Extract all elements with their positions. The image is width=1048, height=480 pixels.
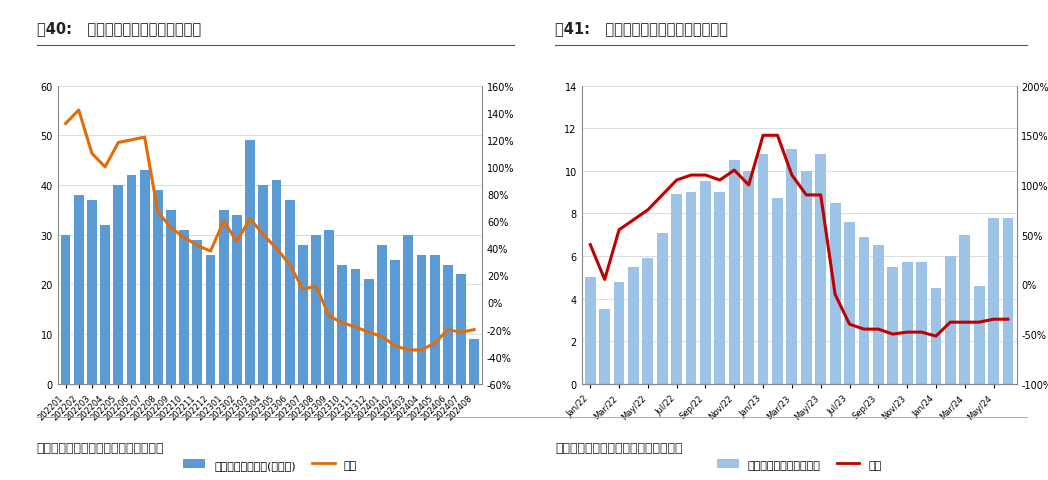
Bar [830, 204, 840, 384]
Bar [87, 201, 96, 384]
Bar [988, 218, 999, 384]
Bar [715, 192, 725, 384]
Bar [73, 195, 84, 384]
Legend: 逆变器出口额（亿美元）, 同比: 逆变器出口额（亿美元）, 同比 [713, 455, 886, 474]
Bar [657, 233, 668, 384]
Bar [642, 259, 653, 384]
Legend: 月度组件出口金额(亿美元), 同比: 月度组件出口金额(亿美元), 同比 [178, 455, 362, 474]
Bar [193, 240, 202, 384]
Bar [153, 191, 162, 384]
Bar [219, 210, 228, 384]
Bar [351, 270, 361, 384]
Bar [403, 235, 413, 384]
Bar [258, 186, 268, 384]
Bar [377, 245, 387, 384]
Bar [758, 155, 768, 384]
Bar [901, 263, 913, 384]
Bar [974, 286, 984, 384]
Bar [179, 230, 189, 384]
Bar [628, 267, 639, 384]
Text: 数据来源：海关总署，东吴证券研究所: 数据来源：海关总署，东吴证券研究所 [555, 441, 683, 454]
Bar [815, 155, 826, 384]
Bar [390, 260, 400, 384]
Bar [127, 176, 136, 384]
Bar [470, 339, 479, 384]
Bar [873, 246, 883, 384]
Bar [205, 255, 216, 384]
Bar [743, 171, 755, 384]
Bar [614, 282, 625, 384]
Bar [672, 195, 682, 384]
Bar [888, 267, 898, 384]
Bar [311, 235, 321, 384]
Bar [858, 237, 869, 384]
Text: 数据来源：海关总署，东吴证券研究所: 数据来源：海关总署，东吴证券研究所 [37, 441, 165, 454]
Bar [585, 278, 595, 384]
Bar [271, 180, 282, 384]
Bar [337, 265, 347, 384]
Bar [416, 255, 427, 384]
Bar [801, 171, 812, 384]
Text: 图40:   月度组件出口金额及同比增速: 图40: 月度组件出口金额及同比增速 [37, 22, 201, 36]
Bar [443, 265, 453, 384]
Bar [945, 256, 956, 384]
Bar [931, 288, 941, 384]
Bar [599, 310, 610, 384]
Bar [786, 150, 798, 384]
Bar [430, 255, 439, 384]
Text: 图41:   月度逆变器出口金额及同比增速: 图41: 月度逆变器出口金额及同比增速 [555, 22, 728, 36]
Bar [166, 210, 176, 384]
Bar [324, 230, 334, 384]
Bar [916, 263, 926, 384]
Bar [1003, 218, 1013, 384]
Bar [772, 199, 783, 384]
Bar [285, 201, 294, 384]
Bar [139, 171, 150, 384]
Bar [456, 275, 466, 384]
Bar [101, 225, 110, 384]
Bar [729, 161, 740, 384]
Bar [245, 141, 255, 384]
Bar [685, 192, 697, 384]
Bar [700, 182, 711, 384]
Bar [959, 235, 970, 384]
Bar [364, 280, 374, 384]
Bar [232, 216, 242, 384]
Bar [844, 222, 855, 384]
Bar [298, 245, 308, 384]
Bar [61, 235, 70, 384]
Bar [113, 186, 124, 384]
